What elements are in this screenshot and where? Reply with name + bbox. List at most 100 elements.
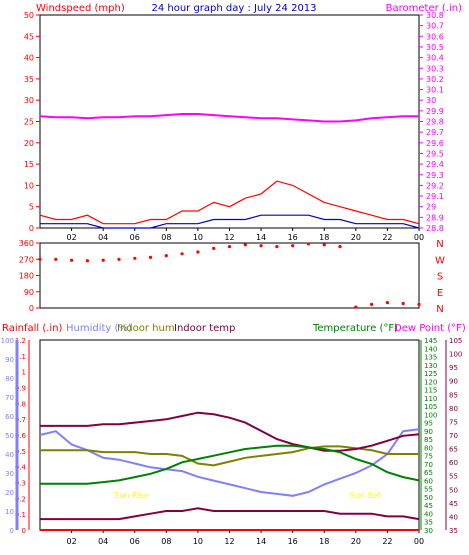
x-tick-label: 16 xyxy=(288,233,298,242)
legend-dew-point: Dew Point (°F) xyxy=(394,323,466,334)
direction-point xyxy=(291,244,295,248)
direction-point xyxy=(401,301,405,306)
baro-tick-label: 29.8 xyxy=(426,118,444,127)
x-tick-label: 04 xyxy=(98,537,108,546)
rain-tick-label: 0.6 xyxy=(15,432,27,440)
x-tick-label: 18 xyxy=(319,233,329,242)
temp-tick-label: 85 xyxy=(424,436,433,444)
wind-tick-label: 50 xyxy=(24,11,34,20)
x-tick-label: 10 xyxy=(193,537,203,546)
legend-temperature: Temperature (°F) xyxy=(312,323,398,334)
intemp-line xyxy=(40,411,420,452)
direction-point xyxy=(417,302,421,306)
rain-tick-label: 0.4 xyxy=(15,464,27,472)
dew-tick-label: 75 xyxy=(449,418,458,426)
baro-tick-label: 29.9 xyxy=(426,107,444,116)
x-tick-label: 08 xyxy=(161,537,171,546)
wind-axis-title: Windspeed (mph) xyxy=(36,3,125,14)
temperature-panel-axes: 00.10.20.30.40.50.60.70.80.911.11.201020… xyxy=(1,337,463,535)
rain-tick-label: 0.8 xyxy=(15,400,26,408)
baro-line xyxy=(39,113,419,123)
direction-point xyxy=(117,257,121,261)
compass-label: S xyxy=(437,272,443,283)
baro-tick-label: 30.4 xyxy=(426,54,444,63)
wind-tick-label: 10 xyxy=(24,181,34,190)
direction-series xyxy=(38,242,421,309)
direction-point xyxy=(38,257,42,261)
baro-tick-label: 29.4 xyxy=(426,160,444,169)
direction-point xyxy=(212,246,216,250)
baro-tick-label: 28.8 xyxy=(426,224,444,233)
hum-tick-label: 50 xyxy=(5,432,14,440)
x-tick-label: 14 xyxy=(256,233,266,242)
baro-tick-label: 29.1 xyxy=(426,192,444,201)
x-tick-label: 18 xyxy=(319,537,329,546)
direction-left-axis: 0 90 180 270 360 xyxy=(19,239,40,313)
dew-tick-label: 40 xyxy=(449,513,458,521)
direction-point xyxy=(354,305,358,309)
temp-tick-label: 50 xyxy=(424,494,433,502)
temp-tick-label: 110 xyxy=(424,395,437,403)
hum-tick-label: 70 xyxy=(5,394,14,402)
dew-tick-label: 80 xyxy=(449,405,458,413)
direction-tick-label: 180 xyxy=(19,272,34,281)
dew-tick-label: 70 xyxy=(449,432,458,440)
hum-tick-label: 0 xyxy=(10,527,14,535)
baro-tick-label: 30.3 xyxy=(426,64,444,73)
wind-tick-label: 5 xyxy=(29,203,34,212)
direction-point xyxy=(370,302,374,306)
temp-tick-label: 55 xyxy=(424,486,433,494)
baro-tick-label: 30.1 xyxy=(426,86,444,95)
baro-tick-label: 29.3 xyxy=(426,171,444,180)
baro-tick-label: 30.2 xyxy=(426,75,444,84)
x-tick-label: 22 xyxy=(382,537,392,546)
gust-line xyxy=(40,214,420,229)
hum-tick-label: 10 xyxy=(5,508,14,516)
x-tick-label: 04 xyxy=(98,233,108,242)
temp-tick-label: 40 xyxy=(424,510,433,518)
direction-point xyxy=(322,243,326,247)
temp-tick-label: 60 xyxy=(424,477,433,485)
baro-tick-label: 29.2 xyxy=(426,181,444,190)
baro-tick-label: 28.9 xyxy=(426,213,444,222)
wind-tick-label: 35 xyxy=(24,75,34,84)
baro-tick-label: 29.6 xyxy=(426,139,444,148)
rain-tick-label: 0.7 xyxy=(15,416,26,424)
baro-tick-label: 29.5 xyxy=(426,149,444,158)
temp-tick-label: 100 xyxy=(424,411,437,419)
temp-tick-label: 75 xyxy=(424,453,433,461)
direction-point xyxy=(243,243,247,247)
direction-point xyxy=(164,254,168,258)
dew-tick-label: 45 xyxy=(449,500,458,508)
x-tick-label: 02 xyxy=(66,233,76,242)
dew-line xyxy=(40,507,420,521)
temp-tick-label: 115 xyxy=(424,387,437,395)
temp-tick-label: 45 xyxy=(424,502,433,510)
dew-tick-label: 35 xyxy=(449,527,458,535)
temp-tick-label: 135 xyxy=(424,354,437,362)
wind-left-axis: 0 5 10 15 20 25 30 35 40 45 50 xyxy=(24,11,40,233)
direction-point xyxy=(54,257,58,261)
baro-tick-label: 29.7 xyxy=(426,128,444,137)
x-tick-label: 06 xyxy=(130,233,140,242)
wind-panel-series xyxy=(39,113,420,229)
hum-tick-label: 40 xyxy=(5,451,14,459)
dew-tick-label: 95 xyxy=(449,364,458,372)
wind-x-axis: 02 04 06 08 10 12 14 16 18 20 22 00 xyxy=(66,228,424,242)
temp-tick-label: 35 xyxy=(424,519,433,527)
temp-tick-label: 145 xyxy=(424,337,437,345)
compass-label: E xyxy=(437,288,443,299)
x-tick-label: 00 xyxy=(414,233,424,242)
sun-annotation-label: Sun Set xyxy=(350,491,381,500)
wind-tick-label: 0 xyxy=(29,224,34,233)
temp-tick-label: 130 xyxy=(424,362,437,370)
compass-label: N xyxy=(436,304,443,315)
hum-tick-label: 60 xyxy=(5,413,14,421)
wind-tick-label: 15 xyxy=(24,160,34,169)
temp-tick-label: 65 xyxy=(424,469,433,477)
direction-point xyxy=(306,242,311,246)
direction-point xyxy=(180,252,184,256)
direction-point xyxy=(101,258,105,262)
